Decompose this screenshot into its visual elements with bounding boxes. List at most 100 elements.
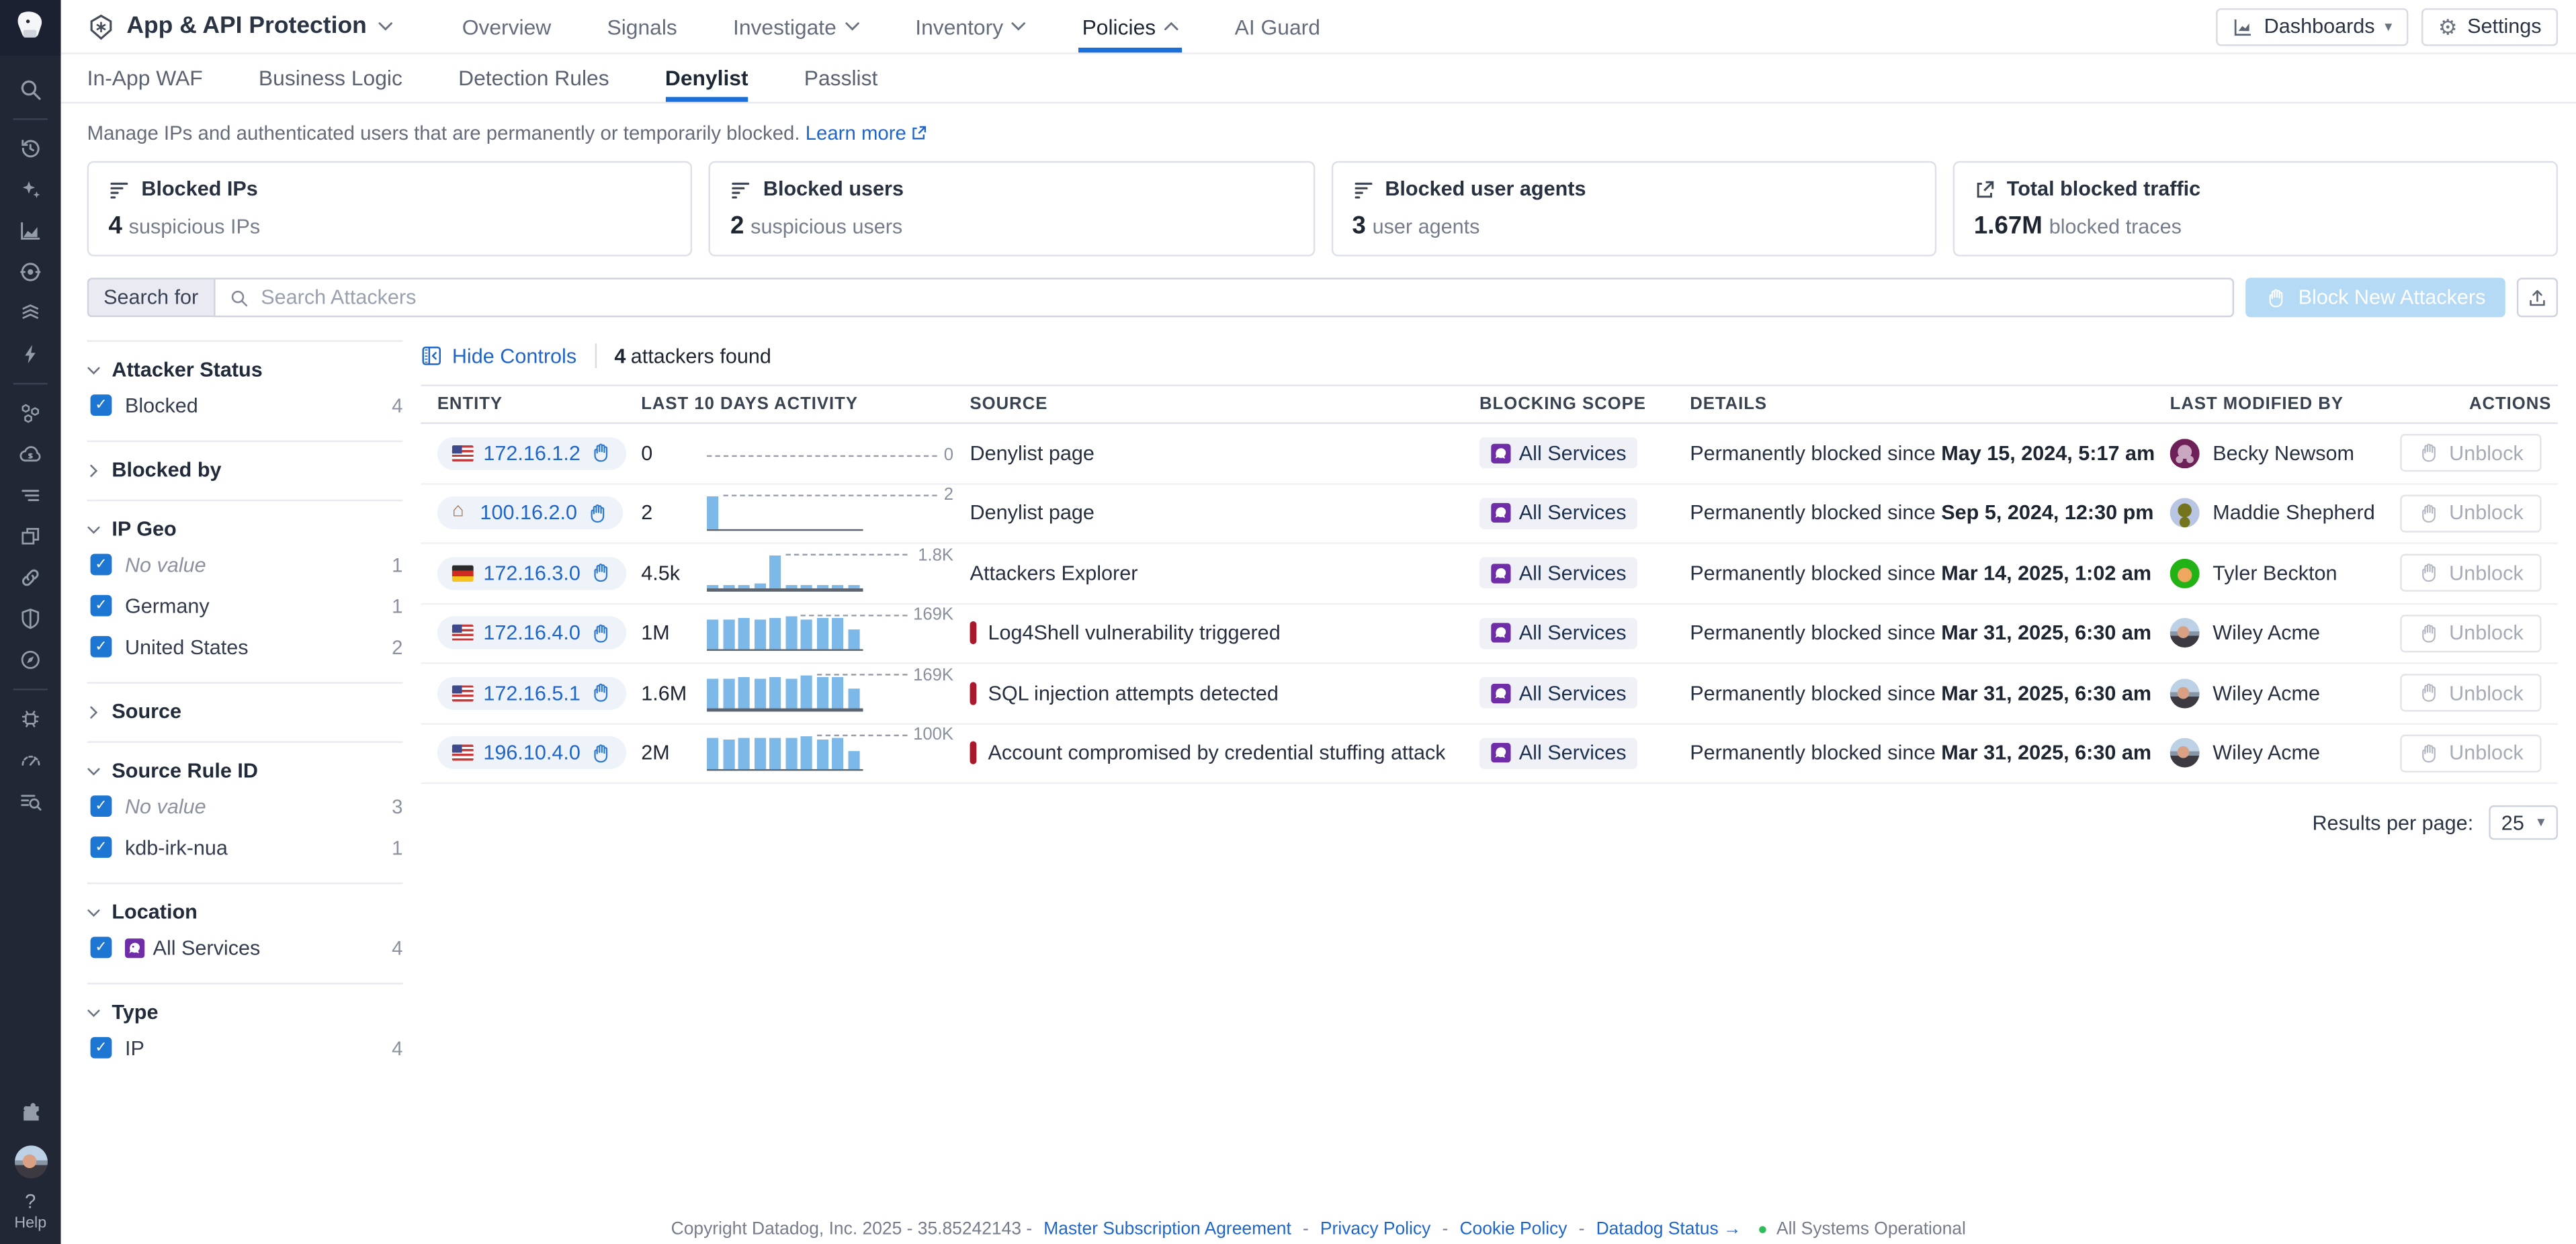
layers-stack-icon[interactable] [0, 293, 61, 334]
copilot-sparkle-icon[interactable] [0, 169, 61, 210]
tab-business-logic[interactable]: Business Logic [258, 65, 402, 91]
nav-ai-guard[interactable]: AI Guard [1234, 13, 1320, 39]
filter-option-germany[interactable]: ✓ Germany 1 [87, 585, 402, 626]
col-last-modified-by[interactable]: LAST MODIFIED BY [2170, 394, 2344, 414]
synthetics-compass-icon[interactable] [0, 639, 61, 680]
privacy-policy-link[interactable]: Privacy Policy [1320, 1219, 1431, 1239]
col-details[interactable]: DETAILS [1690, 394, 1768, 414]
blocking-scope-pill[interactable]: All Services [1479, 497, 1638, 529]
tab-denylist[interactable]: Denylist [664, 54, 748, 102]
datadog-logo[interactable] [0, 0, 61, 56]
profiling-search-icon[interactable] [0, 781, 61, 821]
cloud-cost-icon[interactable] [0, 434, 61, 475]
dashboards-button[interactable]: Dashboards ▾ [2216, 7, 2409, 46]
cookie-policy-link[interactable]: Cookie Policy [1459, 1219, 1568, 1239]
learn-more-link[interactable]: Learn more [806, 122, 928, 144]
checkbox-checked[interactable]: ✓ [90, 635, 112, 658]
logs-lines-icon[interactable] [0, 475, 61, 516]
stat-card-blocked-users[interactable]: Blocked users 2 suspicious users [709, 161, 1315, 257]
entity-pill[interactable]: 196.10.4.0 [437, 736, 627, 770]
integrations-puzzle-icon[interactable] [0, 1093, 61, 1134]
filter-option-united-states[interactable]: ✓ United States 2 [87, 626, 402, 667]
user-avatar[interactable] [13, 1145, 47, 1179]
settings-button[interactable]: ⚙ Settings [2421, 7, 2559, 46]
col-activity[interactable]: LAST 10 DAYS ACTIVITY [641, 394, 858, 414]
filter-section-header[interactable]: Source [87, 697, 403, 726]
master-subscription-agreement-link[interactable]: Master Subscription Agreement [1043, 1219, 1291, 1239]
filter-section-header[interactable]: Type [87, 997, 403, 1027]
entity-pill[interactable]: 172.16.4.0 [437, 617, 627, 650]
entity-ip-link[interactable]: 172.16.4.0 [483, 621, 581, 645]
nav-overview[interactable]: Overview [462, 13, 552, 39]
block-new-attackers-button[interactable]: Block New Attackers [2245, 277, 2505, 318]
col-blocking-scope[interactable]: BLOCKING SCOPE [1479, 394, 1646, 414]
entity-pill[interactable]: 172.16.5.1 [437, 676, 627, 710]
filter-option-no-value[interactable]: ✓ No value 3 [87, 786, 402, 827]
filter-section-header[interactable]: IP Geo [87, 515, 403, 544]
results-per-page-select[interactable]: 25 ▾ [2488, 805, 2559, 840]
checkbox-checked[interactable]: ✓ [90, 836, 112, 858]
checkbox-checked[interactable]: ✓ [90, 394, 112, 416]
dashboards-windows-icon[interactable] [0, 516, 61, 557]
filter-section-header[interactable]: Source Rule ID [87, 756, 403, 785]
col-source[interactable]: SOURCE [970, 394, 1048, 414]
nav-inventory[interactable]: Inventory [915, 0, 1026, 52]
col-entity[interactable]: ENTITY [437, 394, 503, 414]
service-link-icon[interactable] [0, 557, 61, 598]
tab-detection-rules[interactable]: Detection Rules [458, 65, 609, 91]
entity-ip-link[interactable]: 172.16.1.2 [483, 441, 581, 465]
blocking-scope-pill[interactable]: All Services [1479, 677, 1638, 709]
bug-asm-icon[interactable] [0, 699, 61, 740]
filter-option-kdb-irk-nua[interactable]: ✓ kdb-irk-nua 1 [87, 827, 402, 868]
search-input[interactable] [261, 285, 2220, 309]
checkbox-checked[interactable]: ✓ [90, 1036, 112, 1059]
nav-policies[interactable]: Policies [1078, 0, 1182, 53]
checkbox-checked[interactable]: ✓ [90, 936, 112, 959]
checkbox-checked[interactable]: ✓ [90, 594, 112, 617]
blocking-scope-pill[interactable]: All Services [1479, 558, 1638, 589]
unblock-button[interactable]: Unblock [2399, 674, 2542, 713]
stat-card-blocked-ips[interactable]: Blocked IPs 4 suspicious IPs [87, 161, 693, 257]
unblock-button[interactable]: Unblock [2399, 734, 2542, 772]
tab-in-app-waf[interactable]: In-App WAF [87, 65, 203, 91]
stat-card-total-blocked-traffic[interactable]: Total blocked traffic 1.67M blocked trace… [1952, 161, 2559, 257]
blocking-scope-pill[interactable]: All Services [1479, 617, 1638, 649]
datadog-status-link[interactable]: Datadog Status → [1596, 1219, 1742, 1239]
unblock-button[interactable]: Unblock [2399, 614, 2542, 652]
infrastructure-hexagons-icon[interactable] [0, 393, 61, 434]
search-box[interactable] [213, 277, 2235, 318]
performance-gauge-icon[interactable] [0, 740, 61, 781]
filter-section-header[interactable]: Blocked by [87, 455, 403, 485]
filter-section-header[interactable]: Location [87, 897, 403, 927]
filter-option-ip[interactable]: ✓ IP 4 [87, 1027, 402, 1068]
stat-card-blocked-user-agents[interactable]: Blocked user agents 3 user agents [1330, 161, 1936, 257]
entity-pill[interactable]: 172.16.1.2 [437, 437, 627, 470]
entity-ip-link[interactable]: 100.16.2.0 [480, 501, 578, 525]
blocking-scope-pill[interactable]: All Services [1479, 437, 1638, 469]
tab-passlist[interactable]: Passlist [804, 65, 878, 91]
nav-signals[interactable]: Signals [607, 13, 677, 39]
nav-investigate[interactable]: Investigate [733, 0, 859, 52]
filter-option-all-services[interactable]: ✓ All Services 4 [87, 927, 402, 968]
help-button[interactable]: ? Help [14, 1190, 46, 1235]
entity-ip-link[interactable]: 196.10.4.0 [483, 742, 581, 765]
security-shield-icon[interactable] [0, 598, 61, 639]
export-button[interactable] [2516, 277, 2559, 318]
unblock-button[interactable]: Unblock [2399, 554, 2542, 592]
search-icon[interactable] [0, 69, 61, 110]
product-switcher[interactable]: App & API Protection [87, 12, 393, 40]
filter-option-blocked[interactable]: ✓ Blocked 4 [87, 385, 402, 426]
unblock-button[interactable]: Unblock [2399, 494, 2542, 533]
entity-ip-link[interactable]: 172.16.3.0 [483, 562, 581, 585]
entity-ip-link[interactable]: 172.16.5.1 [483, 681, 581, 705]
history-icon[interactable] [0, 128, 61, 169]
entity-pill[interactable]: 100.16.2.0 [437, 496, 624, 530]
metrics-chart-icon[interactable] [0, 210, 61, 251]
checkbox-checked[interactable]: ✓ [90, 795, 112, 817]
filter-section-header[interactable]: Attacker Status [87, 355, 403, 384]
apm-icon[interactable] [0, 251, 61, 292]
checkbox-checked[interactable]: ✓ [90, 553, 112, 576]
filter-option-no-value[interactable]: ✓ No value 1 [87, 544, 402, 585]
blocking-scope-pill[interactable]: All Services [1479, 737, 1638, 769]
lightning-icon[interactable] [0, 334, 61, 375]
